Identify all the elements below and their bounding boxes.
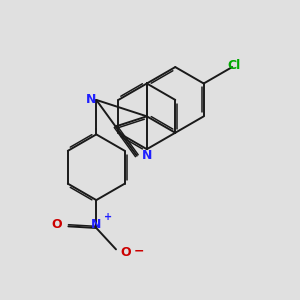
Text: O: O: [52, 218, 62, 231]
Text: O: O: [121, 246, 131, 259]
Text: +: +: [104, 212, 112, 221]
Text: N: N: [142, 149, 152, 162]
Text: N: N: [86, 93, 97, 106]
Text: N: N: [91, 218, 101, 231]
Text: Cl: Cl: [227, 59, 240, 72]
Text: −: −: [134, 244, 144, 257]
